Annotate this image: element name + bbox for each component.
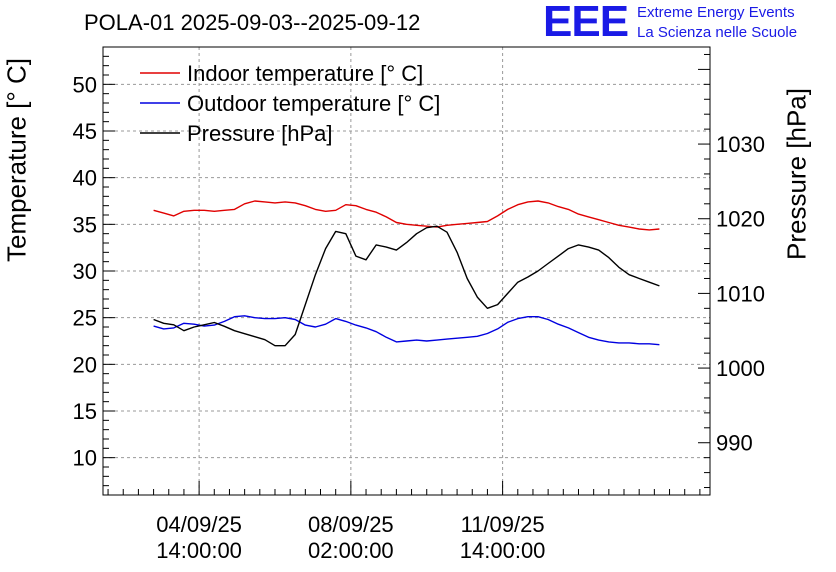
x-tick-label-date: 11/09/25 xyxy=(461,512,545,537)
logo-line-1: Extreme Energy Events xyxy=(637,4,795,21)
x-tick-label-time: 14:00:00 xyxy=(460,538,546,563)
left-tick-label: 40 xyxy=(73,166,97,191)
pressure-line xyxy=(153,225,660,347)
y-axis-label-left: Temperature [° C] xyxy=(1,57,32,263)
indoor-temperature-line xyxy=(153,200,660,231)
outdoor-temperature-line xyxy=(153,315,660,346)
x-axis: 04/09/2514:00:0008/09/2502:00:0011/09/25… xyxy=(107,481,701,563)
legend-label: Indoor temperature [° C] xyxy=(187,61,423,86)
right-tick-label: 1030 xyxy=(716,132,765,157)
left-tick-label: 25 xyxy=(73,306,97,331)
right-tick-label: 1010 xyxy=(716,281,765,306)
chart-title: POLA-01 2025-09-03--2025-09-12 xyxy=(84,10,421,35)
legend-label: Outdoor temperature [° C] xyxy=(187,91,440,116)
left-tick-label: 45 xyxy=(73,119,97,144)
x-tick-label-date: 08/09/25 xyxy=(308,512,394,537)
x-tick-label-time: 14:00:00 xyxy=(156,538,242,563)
y-axis-label-right: Pressure [hPa] xyxy=(781,88,812,260)
legend: Indoor temperature [° C] Outdoor temperat… xyxy=(140,61,440,146)
left-axis: 10 15 20 25 30 35 40 45 50 xyxy=(73,46,115,496)
left-tick-label: 30 xyxy=(73,259,97,284)
left-tick-label: 50 xyxy=(73,72,97,97)
left-tick-label: 35 xyxy=(73,212,97,237)
right-tick-label: 990 xyxy=(716,431,753,456)
left-tick-label: 10 xyxy=(73,446,97,471)
logo-line-2: La Scienza nelle Scuole xyxy=(637,24,798,41)
grid-lines xyxy=(103,47,710,495)
left-tick-label: 20 xyxy=(73,352,97,377)
legend-label: Pressure [hPa] xyxy=(187,121,333,146)
right-tick-label: 1020 xyxy=(716,207,765,232)
x-tick-label-time: 02:00:00 xyxy=(308,538,394,563)
x-tick-label-date: 04/09/25 xyxy=(156,512,242,537)
right-axis: 990 1000 1010 1020 1030 xyxy=(698,53,765,489)
eee-logo: EEE xyxy=(543,0,629,46)
right-tick-label: 1000 xyxy=(716,356,765,381)
left-tick-label: 15 xyxy=(73,399,97,424)
series-lines xyxy=(153,200,660,347)
